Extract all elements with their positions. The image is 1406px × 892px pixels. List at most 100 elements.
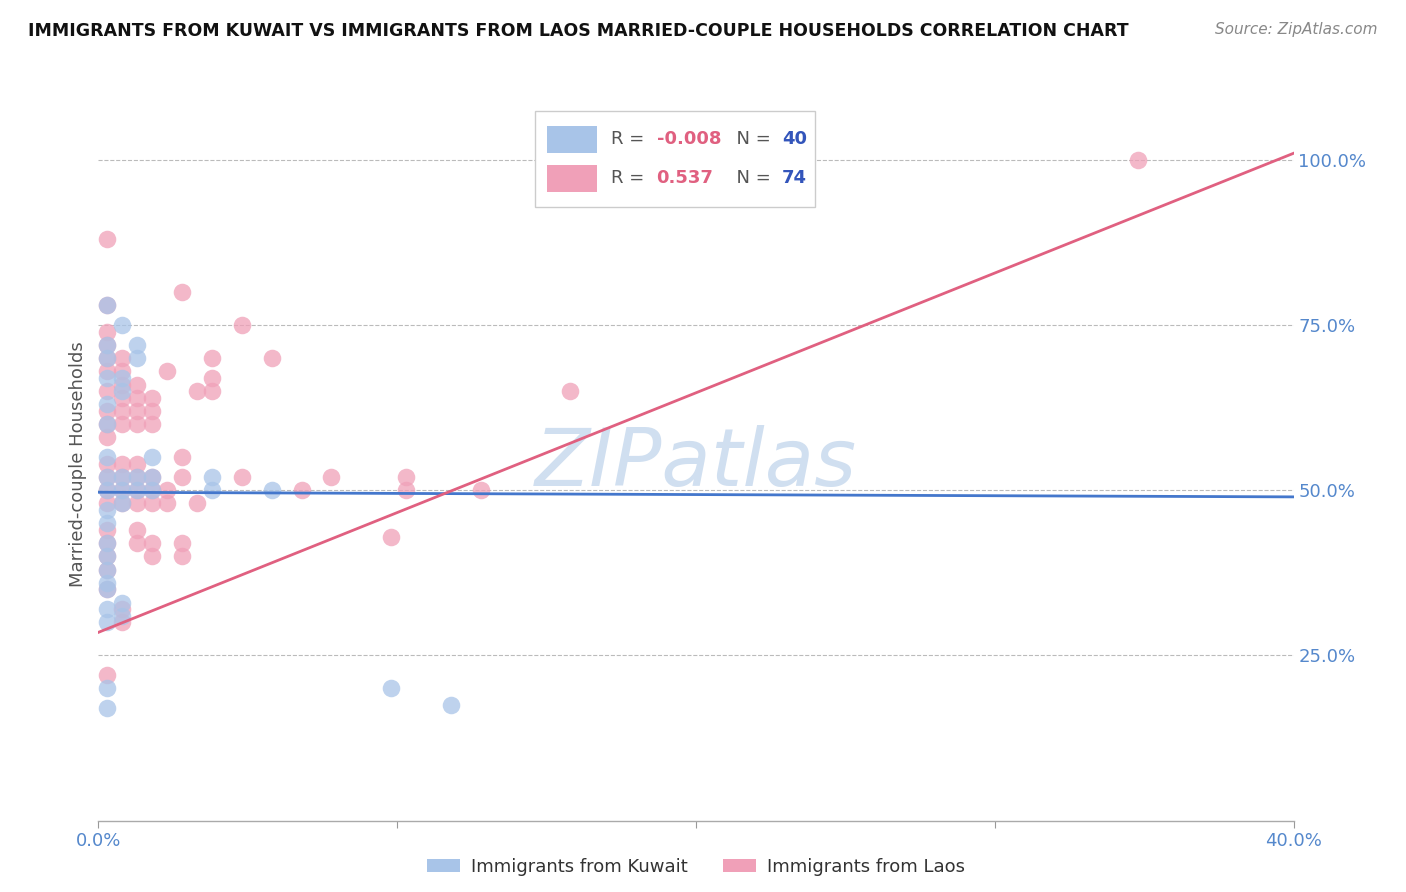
Point — [1128, 153, 1150, 167]
Point — [96, 351, 118, 365]
Point — [201, 470, 224, 484]
Point — [111, 384, 134, 399]
FancyBboxPatch shape — [534, 111, 815, 207]
Point — [96, 338, 118, 352]
Point — [231, 470, 253, 484]
Point — [96, 496, 118, 510]
Point — [127, 338, 149, 352]
Text: 40: 40 — [782, 130, 807, 148]
Point — [96, 470, 118, 484]
Point — [560, 384, 582, 399]
Point — [470, 483, 492, 498]
Point — [96, 364, 118, 378]
Point — [290, 483, 312, 498]
Point — [96, 397, 118, 411]
Point — [380, 681, 402, 696]
Point — [96, 298, 118, 312]
Point — [111, 608, 134, 623]
Point — [156, 496, 179, 510]
Point — [127, 483, 149, 498]
Point — [141, 450, 163, 465]
Point — [111, 417, 134, 432]
Point — [127, 417, 149, 432]
Point — [96, 582, 118, 597]
Point — [111, 483, 134, 498]
Text: R =: R = — [612, 169, 655, 187]
Point — [141, 496, 163, 510]
Point — [201, 371, 224, 385]
Point — [96, 549, 118, 564]
Point — [141, 404, 163, 418]
Point — [111, 496, 134, 510]
Point — [111, 371, 134, 385]
Text: ZIPatlas: ZIPatlas — [534, 425, 858, 503]
Point — [111, 364, 134, 378]
Point — [127, 404, 149, 418]
Point — [141, 470, 163, 484]
Point — [111, 496, 134, 510]
Point — [395, 483, 418, 498]
Point — [96, 503, 118, 517]
Point — [111, 391, 134, 405]
Point — [96, 563, 118, 577]
Point — [127, 470, 149, 484]
Text: Source: ZipAtlas.com: Source: ZipAtlas.com — [1215, 22, 1378, 37]
Point — [96, 668, 118, 682]
Point — [96, 450, 118, 465]
Point — [96, 417, 118, 432]
Point — [96, 430, 118, 444]
Point — [141, 536, 163, 550]
Point — [186, 496, 208, 510]
Point — [96, 615, 118, 630]
Point — [96, 338, 118, 352]
Point — [127, 351, 149, 365]
Point — [141, 391, 163, 405]
Point — [96, 325, 118, 339]
Point — [111, 404, 134, 418]
Text: N =: N = — [724, 130, 776, 148]
Point — [201, 384, 224, 399]
Point — [127, 457, 149, 471]
Point — [127, 536, 149, 550]
Point — [111, 470, 134, 484]
Point — [111, 615, 134, 630]
FancyBboxPatch shape — [547, 126, 596, 153]
Text: IMMIGRANTS FROM KUWAIT VS IMMIGRANTS FROM LAOS MARRIED-COUPLE HOUSEHOLDS CORRELA: IMMIGRANTS FROM KUWAIT VS IMMIGRANTS FRO… — [28, 22, 1129, 40]
Point — [96, 516, 118, 531]
Point — [96, 563, 118, 577]
Point — [96, 536, 118, 550]
Point — [96, 575, 118, 590]
Point — [96, 457, 118, 471]
Point — [127, 523, 149, 537]
Point — [127, 470, 149, 484]
Point — [96, 483, 118, 498]
Point — [156, 483, 179, 498]
Point — [96, 384, 118, 399]
Point — [96, 470, 118, 484]
Point — [96, 602, 118, 616]
Point — [172, 470, 194, 484]
FancyBboxPatch shape — [547, 165, 596, 192]
Point — [96, 523, 118, 537]
Point — [96, 549, 118, 564]
Point — [96, 483, 118, 498]
Point — [127, 377, 149, 392]
Point — [96, 232, 118, 246]
Legend: Immigrants from Kuwait, Immigrants from Laos: Immigrants from Kuwait, Immigrants from … — [420, 851, 972, 883]
Point — [111, 596, 134, 610]
Point — [96, 681, 118, 696]
Point — [260, 351, 283, 365]
Point — [111, 483, 134, 498]
Point — [156, 364, 179, 378]
Point — [172, 285, 194, 299]
Text: 74: 74 — [782, 169, 807, 187]
Point — [96, 417, 118, 432]
Point — [96, 404, 118, 418]
Text: N =: N = — [724, 169, 776, 187]
Point — [96, 371, 118, 385]
Point — [186, 384, 208, 399]
Point — [201, 351, 224, 365]
Point — [111, 457, 134, 471]
Text: 0.537: 0.537 — [657, 169, 713, 187]
Point — [96, 582, 118, 597]
